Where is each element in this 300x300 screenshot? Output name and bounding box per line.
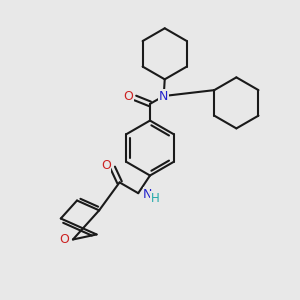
- Text: N: N: [143, 188, 152, 201]
- Text: N: N: [159, 89, 168, 103]
- Text: O: O: [123, 91, 133, 103]
- Text: O: O: [59, 233, 69, 246]
- Text: O: O: [101, 159, 111, 172]
- Text: H: H: [151, 192, 160, 205]
